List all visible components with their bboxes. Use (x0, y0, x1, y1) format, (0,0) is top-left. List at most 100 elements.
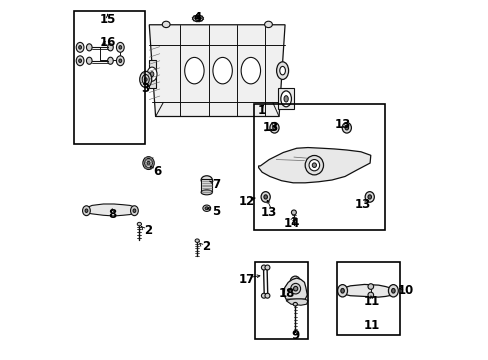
Ellipse shape (212, 57, 232, 84)
Ellipse shape (312, 163, 316, 167)
Polygon shape (258, 148, 370, 183)
Ellipse shape (195, 239, 199, 242)
Ellipse shape (130, 206, 138, 216)
Text: 15: 15 (99, 13, 116, 26)
Text: 8: 8 (108, 208, 116, 221)
Polygon shape (84, 204, 137, 216)
Text: 10: 10 (396, 284, 413, 297)
Text: 7: 7 (212, 178, 220, 191)
Polygon shape (285, 299, 307, 305)
Ellipse shape (204, 207, 208, 210)
Ellipse shape (133, 209, 136, 212)
Ellipse shape (144, 78, 147, 81)
Ellipse shape (147, 67, 157, 81)
Ellipse shape (345, 126, 348, 130)
Ellipse shape (116, 42, 124, 52)
Ellipse shape (337, 285, 347, 297)
Ellipse shape (289, 276, 300, 288)
Ellipse shape (272, 126, 276, 130)
Text: 17: 17 (238, 273, 254, 286)
Ellipse shape (294, 281, 296, 284)
Ellipse shape (279, 66, 285, 75)
Bar (201, 179, 212, 192)
Text: 6: 6 (153, 165, 161, 178)
Ellipse shape (184, 57, 203, 84)
Ellipse shape (292, 279, 298, 285)
Ellipse shape (291, 210, 296, 215)
Ellipse shape (340, 288, 344, 293)
Text: 3: 3 (141, 82, 149, 95)
Ellipse shape (293, 302, 297, 306)
Ellipse shape (203, 205, 210, 211)
Ellipse shape (284, 96, 287, 102)
Ellipse shape (367, 284, 373, 289)
Ellipse shape (241, 57, 260, 84)
Ellipse shape (261, 192, 270, 202)
Ellipse shape (142, 157, 154, 170)
Text: 1: 1 (257, 104, 265, 117)
Ellipse shape (264, 195, 267, 199)
Ellipse shape (387, 285, 398, 297)
Ellipse shape (280, 91, 291, 107)
Text: 5: 5 (212, 204, 220, 217)
Ellipse shape (76, 42, 84, 52)
Ellipse shape (79, 59, 81, 63)
Text: 2: 2 (201, 240, 209, 253)
Bar (74, 12, 145, 144)
Text: 11: 11 (363, 295, 379, 308)
Ellipse shape (82, 206, 90, 216)
Ellipse shape (276, 62, 288, 80)
Ellipse shape (79, 46, 81, 49)
Polygon shape (278, 88, 293, 109)
Ellipse shape (269, 122, 279, 133)
Text: 4: 4 (193, 11, 202, 24)
Ellipse shape (308, 159, 319, 171)
Text: 11: 11 (363, 319, 379, 332)
Ellipse shape (119, 46, 122, 49)
Ellipse shape (86, 44, 92, 51)
Text: 14: 14 (283, 217, 299, 230)
Ellipse shape (85, 209, 88, 212)
Polygon shape (149, 25, 285, 117)
Ellipse shape (140, 71, 151, 87)
Ellipse shape (367, 292, 373, 298)
Bar (255, 262, 307, 339)
Text: 13: 13 (261, 206, 277, 219)
Ellipse shape (264, 265, 269, 270)
Ellipse shape (162, 21, 170, 28)
Text: 18: 18 (278, 287, 294, 300)
Ellipse shape (107, 44, 113, 51)
Ellipse shape (192, 15, 203, 22)
Bar (336, 262, 399, 335)
Ellipse shape (107, 57, 113, 64)
Ellipse shape (290, 283, 300, 294)
Ellipse shape (261, 293, 266, 298)
Text: 16: 16 (99, 36, 116, 49)
Ellipse shape (195, 16, 201, 21)
Ellipse shape (201, 190, 212, 195)
Polygon shape (148, 60, 155, 88)
Ellipse shape (116, 56, 124, 66)
Ellipse shape (201, 176, 212, 184)
Ellipse shape (86, 57, 92, 64)
Ellipse shape (305, 156, 323, 175)
Ellipse shape (365, 192, 374, 202)
Text: 13: 13 (334, 118, 350, 131)
Polygon shape (339, 284, 395, 297)
Ellipse shape (119, 59, 122, 63)
Text: 13: 13 (262, 121, 279, 134)
Ellipse shape (264, 293, 269, 298)
Ellipse shape (137, 222, 141, 226)
Bar (254, 104, 384, 230)
Text: 9: 9 (290, 329, 299, 342)
Text: 2: 2 (143, 224, 152, 237)
Ellipse shape (147, 161, 150, 165)
Polygon shape (284, 278, 306, 299)
Ellipse shape (293, 286, 297, 291)
Ellipse shape (367, 195, 371, 199)
Ellipse shape (150, 72, 154, 77)
Ellipse shape (391, 288, 394, 293)
Ellipse shape (261, 265, 266, 270)
Ellipse shape (144, 158, 152, 168)
Ellipse shape (76, 56, 84, 66)
